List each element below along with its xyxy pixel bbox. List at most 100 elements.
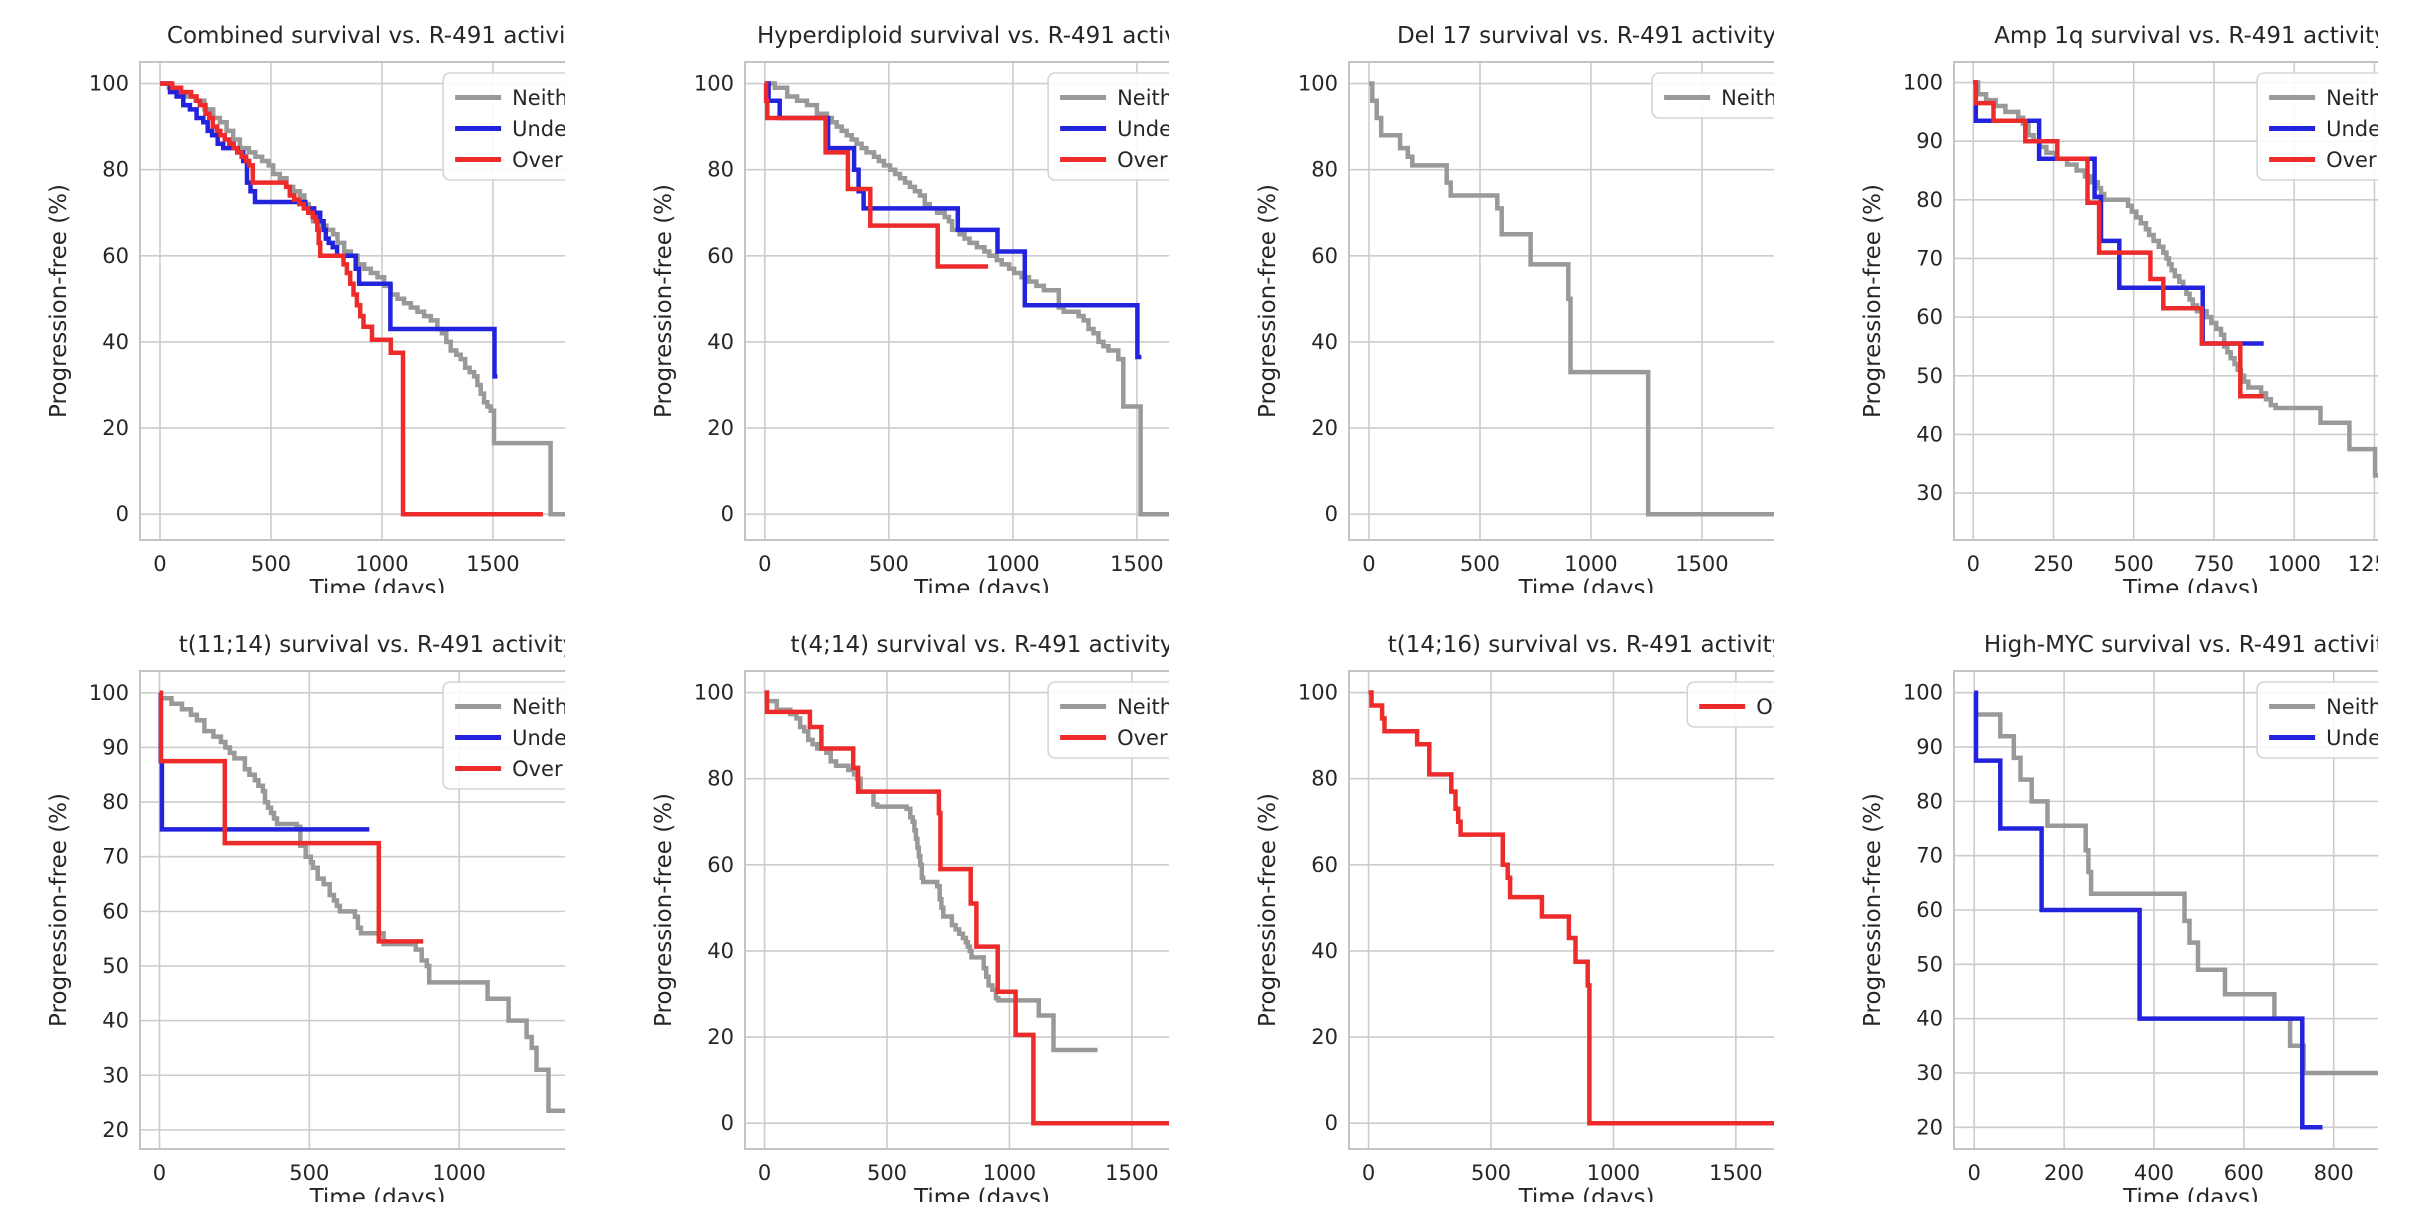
subplot-combined: Combined survival vs. R-491 activity Pro…	[40, 16, 565, 593]
legend-label-under: Under	[2326, 117, 2378, 141]
svg-text:60: 60	[102, 899, 129, 923]
svg-text:0: 0	[720, 502, 733, 526]
plot-spines	[139, 670, 565, 1150]
svg-text:20: 20	[1311, 1025, 1338, 1049]
legend-label-over: Over	[1756, 695, 1773, 719]
tick-labels: 0 500 1000 1500 0 20 40 60 80 100	[693, 72, 1163, 576]
svg-text:50: 50	[1916, 952, 1943, 976]
x-axis-label: Time (days)	[1518, 576, 1655, 593]
svg-text:1500: 1500	[466, 552, 519, 576]
svg-text:100: 100	[89, 72, 129, 96]
svg-text:20: 20	[707, 416, 734, 440]
plot-spines	[1348, 670, 1774, 1150]
subplot-t14-16: t(14;16) survival vs. R-491 activity Pro…	[1249, 625, 1774, 1202]
curve-over	[158, 690, 424, 944]
svg-text:50: 50	[1916, 364, 1943, 388]
svg-text:1000: 1000	[982, 1161, 1035, 1185]
legend-label-over: Over	[512, 757, 563, 781]
survival-curves	[1973, 690, 2378, 1130]
svg-text:40: 40	[1916, 422, 1943, 446]
plot-title: Del 17 survival vs. R-491 activity	[1396, 23, 1774, 49]
plot-title: Hyperdiploid survival vs. R-491 activity	[756, 23, 1169, 49]
svg-text:0: 0	[758, 552, 771, 576]
curve-under	[1972, 80, 2264, 346]
tick-labels: 0 500 1000 1500 0 20 40 60 80 100	[693, 681, 1158, 1185]
svg-text:500: 500	[2113, 552, 2153, 576]
svg-text:800: 800	[2313, 1161, 2353, 1185]
svg-text:0: 0	[153, 1161, 166, 1185]
legend: Neither Over	[1046, 681, 1169, 759]
legend: Neither Under Over	[1046, 72, 1169, 181]
survival-curves	[160, 81, 565, 517]
curve-neither	[1973, 712, 2378, 1076]
svg-text:90: 90	[1916, 129, 1943, 153]
legend-box	[1651, 72, 1774, 119]
svg-text:70: 70	[1916, 844, 1943, 868]
svg-text:100: 100	[693, 681, 733, 705]
legend-label-over: Over	[2326, 148, 2377, 172]
svg-text:1500: 1500	[1709, 1161, 1762, 1185]
plot-spines	[139, 61, 565, 541]
tick-labels: 020040060080010002030405060708090100	[1902, 681, 2353, 1185]
svg-text:30: 30	[102, 1063, 129, 1087]
svg-text:90: 90	[102, 735, 129, 759]
gridlines	[1349, 671, 1774, 1149]
svg-text:80: 80	[707, 158, 734, 182]
plot-canvas: 0 500 1000 1500 0 20 40 60 80 100 Over	[1298, 670, 1774, 1185]
plot-spines	[743, 61, 1169, 541]
svg-text:1000: 1000	[432, 1161, 485, 1185]
plot-spines	[743, 670, 1169, 1150]
svg-text:1000: 1000	[1587, 1161, 1640, 1185]
legend-label-neither: Neither	[512, 695, 564, 719]
svg-text:200: 200	[2044, 1161, 2084, 1185]
subplot-amp1q: Amp 1q survival vs. R-491 activity Progr…	[1854, 16, 2378, 593]
svg-text:1000: 1000	[355, 552, 408, 576]
plot-title: t(11;14) survival vs. R-491 activity	[178, 632, 565, 658]
x-axis-label: Time (days)	[914, 576, 1050, 593]
svg-text:80: 80	[707, 767, 734, 791]
svg-text:60: 60	[102, 244, 129, 268]
svg-text:60: 60	[707, 244, 734, 268]
plot-canvas: 020040060080010002030405060708090100Neit…	[1902, 670, 2378, 1185]
subplot-del17: Del 17 survival vs. R-491 activity Progr…	[1249, 16, 1774, 593]
svg-text:30: 30	[1916, 1061, 1943, 1085]
svg-text:30: 30	[1916, 481, 1943, 505]
survival-curves	[1368, 690, 1774, 1126]
subplot-hyperdiploid: Hyperdiploid survival vs. R-491 activity…	[645, 16, 1169, 593]
survival-curves	[1972, 80, 2378, 525]
svg-text:20: 20	[1311, 416, 1338, 440]
plot-title: Combined survival vs. R-491 activity	[166, 23, 565, 49]
svg-text:600: 600	[2223, 1161, 2263, 1185]
svg-text:20: 20	[102, 1118, 129, 1142]
legend-label-neither: Neither	[1721, 86, 1773, 110]
svg-text:1250: 1250	[2347, 552, 2378, 576]
legend-label-over: Over	[1117, 726, 1168, 750]
plot-canvas: 0 500 1000 1500 0 20 40 60 80 100 Neither Over	[693, 670, 1169, 1185]
plot-canvas: 0 500 1000 1500 2000020406080100NeitherUnder…	[89, 61, 565, 576]
curve-neither	[159, 696, 565, 1114]
subplot-high-myc: High-MYC survival vs. R-491 activity Pro…	[1854, 625, 2378, 1202]
svg-text:80: 80	[1311, 158, 1338, 182]
curve-neither	[764, 698, 1098, 1053]
svg-text:40: 40	[102, 1009, 129, 1033]
svg-text:60: 60	[1311, 853, 1338, 877]
svg-text:70: 70	[1916, 246, 1943, 270]
svg-text:60: 60	[707, 853, 734, 877]
curve-neither	[1972, 80, 2378, 525]
svg-text:80: 80	[102, 790, 129, 814]
svg-text:100: 100	[1902, 71, 1942, 95]
legend-label-under: Under	[1117, 117, 1169, 141]
curve-over	[1368, 690, 1774, 1126]
legend-label-under: Under	[512, 117, 564, 141]
x-axis-label: Time (days)	[914, 1185, 1050, 1202]
svg-text:0: 0	[1325, 1111, 1338, 1135]
svg-text:40: 40	[1311, 330, 1338, 354]
svg-text:80: 80	[1916, 188, 1943, 212]
plot-canvas: 0 500 1000 15002030405060708090100NeitherUn…	[89, 670, 565, 1185]
svg-text:100: 100	[1902, 681, 1942, 705]
svg-text:500: 500	[1471, 1161, 1511, 1185]
svg-text:60: 60	[1916, 305, 1943, 329]
